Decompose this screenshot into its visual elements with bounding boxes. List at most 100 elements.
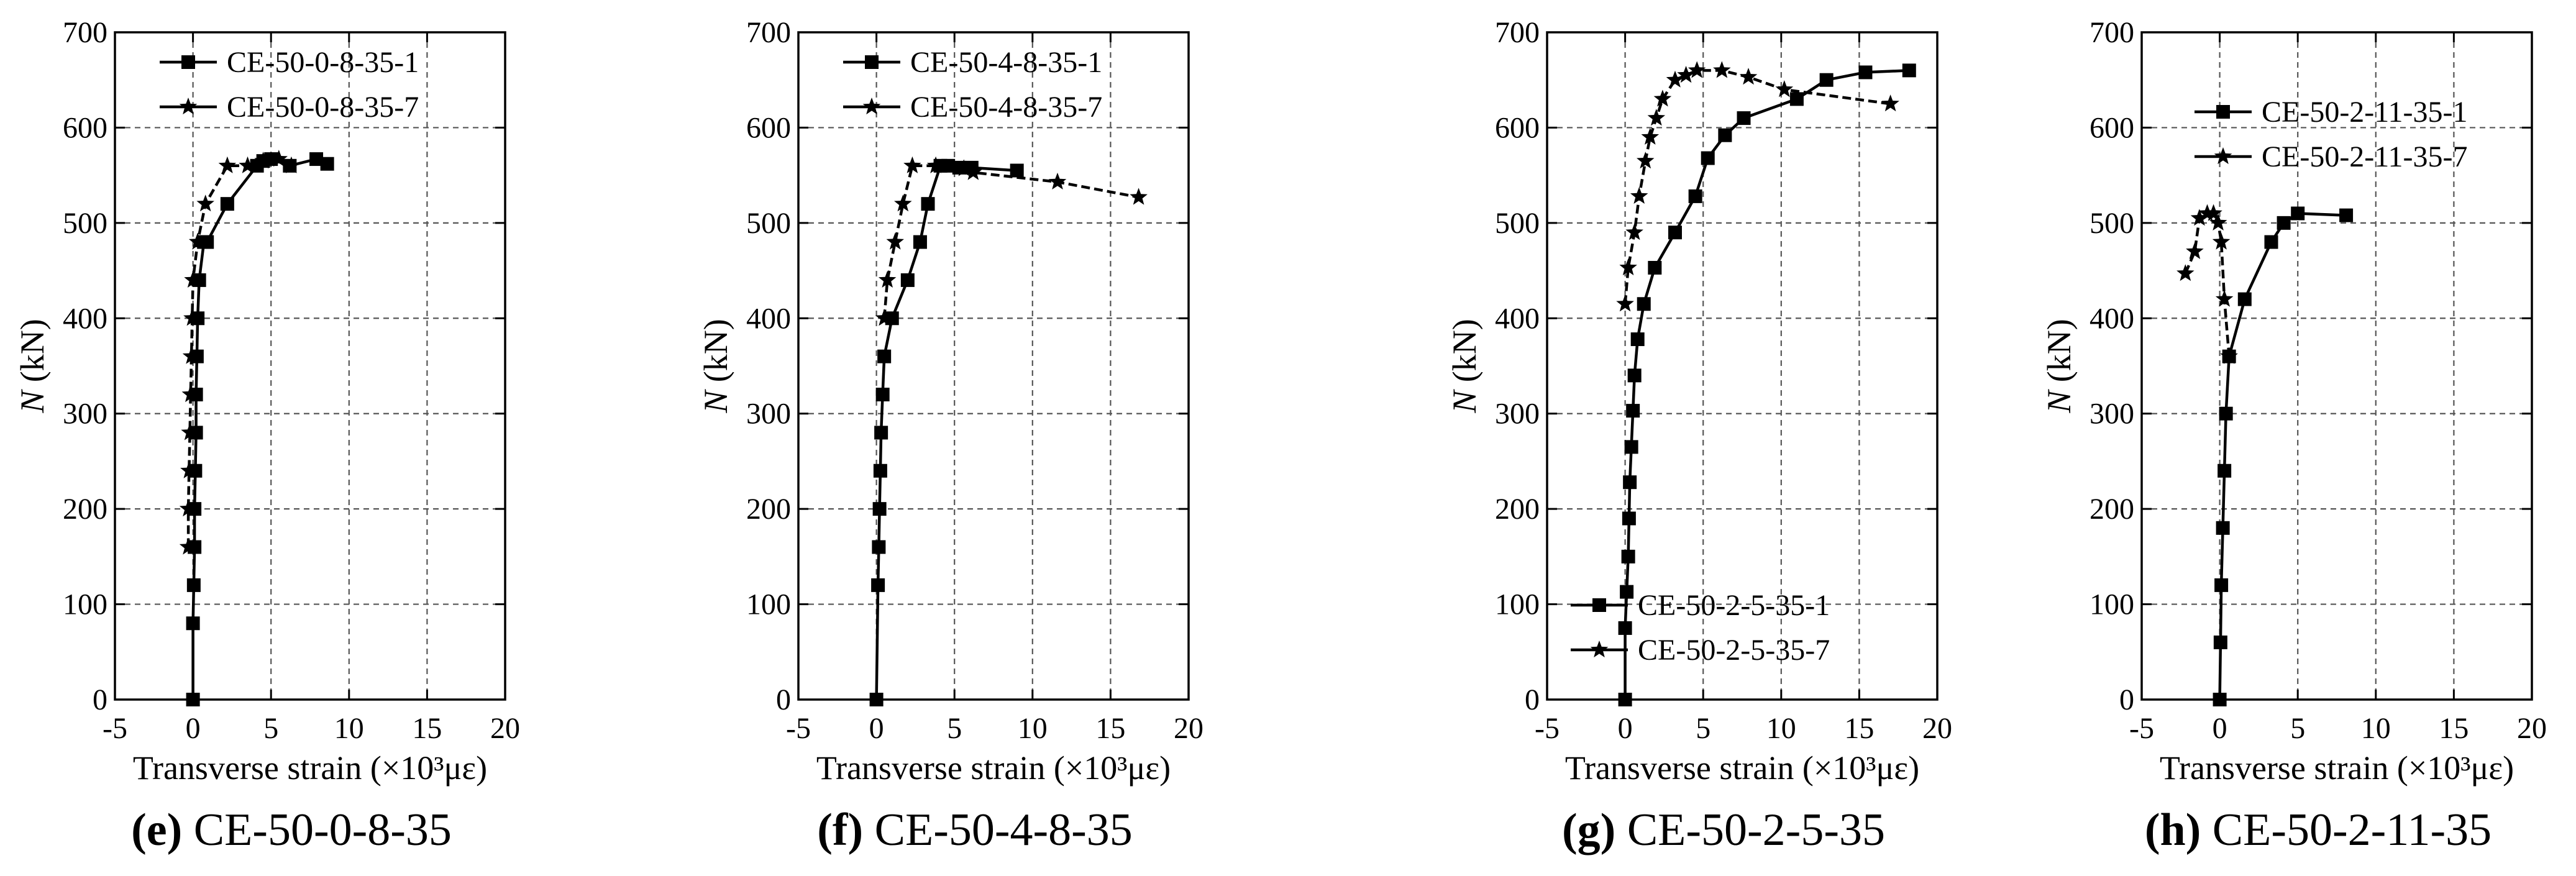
series-line-2 — [882, 164, 1140, 319]
y-tick-label: 500 — [63, 207, 107, 240]
data-point-star — [2209, 213, 2227, 230]
x-tick-label: 0 — [186, 712, 201, 745]
data-point-square — [2291, 206, 2305, 221]
x-tick-label: 15 — [2439, 712, 2469, 745]
data-point-star — [878, 270, 897, 288]
panel-letter: (g) — [1562, 805, 1615, 855]
y-tick-label: 700 — [2090, 16, 2134, 49]
x-tick-label: 10 — [1766, 712, 1796, 745]
x-tick-label: 20 — [1174, 712, 1204, 745]
y-tick-label: 600 — [1495, 111, 1540, 144]
x-tick-label: 5 — [263, 712, 278, 745]
legend-label: CE-50-4-8-35-1 — [910, 46, 1102, 79]
data-point-star — [182, 347, 201, 364]
chart-panel-1: -5 0 5 10 15 200100200300400500600700Transver… — [14, 16, 520, 855]
y-axis-unit: (kN) — [2040, 319, 2078, 390]
y-axis-label: N (kN) — [2040, 319, 2078, 414]
x-axis-label: Transverse strain (×10³με) — [816, 749, 1171, 787]
legend-label: CE-50-2-5-35-1 — [1638, 589, 1830, 622]
y-tick-label: 100 — [746, 588, 791, 621]
data-point-star — [2190, 209, 2209, 226]
data-point-square — [2219, 406, 2233, 421]
data-point-square — [2339, 208, 2354, 222]
data-point-square — [186, 693, 200, 706]
x-tick-label: 15 — [412, 712, 442, 745]
x-tick-label: -5 — [786, 712, 811, 745]
y-tick-label: 700 — [63, 16, 107, 49]
data-point-square — [186, 616, 200, 631]
data-point-square — [913, 235, 927, 249]
y-tick-label: 100 — [1495, 588, 1540, 621]
legend-marker-square — [181, 55, 195, 69]
data-point-star — [1130, 188, 1148, 205]
data-point-square — [1618, 621, 1632, 635]
panel-letter: (f) — [817, 805, 863, 855]
data-point-square — [1624, 440, 1638, 454]
data-point-star — [1739, 68, 1758, 85]
data-point-star — [1713, 61, 1731, 78]
data-point-square — [200, 235, 214, 249]
panel-caption: (h) CE-50-2-11-35 — [2145, 805, 2492, 855]
data-point-star — [894, 194, 912, 212]
x-tick-label: 15 — [1095, 712, 1125, 745]
data-point-square — [1620, 585, 1634, 599]
y-axis-label: N (kN) — [14, 319, 51, 414]
data-point-star — [181, 385, 200, 403]
y-tick-label: 700 — [746, 16, 791, 49]
y-tick-label: 0 — [1525, 683, 1540, 716]
data-point-star — [2176, 264, 2195, 281]
data-point-star — [181, 423, 199, 440]
legend-marker-star — [862, 98, 881, 115]
data-point-star — [1677, 66, 1695, 83]
data-point-square — [1623, 475, 1637, 490]
data-point-square — [1010, 163, 1024, 178]
data-point-square — [1902, 63, 1916, 78]
data-point-square — [2237, 292, 2252, 306]
x-tick-label: -5 — [1535, 712, 1560, 745]
legend-marker-star — [1590, 641, 1609, 658]
plot-frame — [114, 31, 506, 701]
data-point-square — [1858, 65, 1873, 80]
x-tick-label: 0 — [1618, 712, 1633, 745]
data-point-star — [926, 156, 945, 173]
data-point-square — [2277, 216, 2291, 230]
panel-letter: (e) — [131, 805, 182, 855]
x-tick-label: 15 — [1844, 712, 1874, 745]
x-tick-label: 10 — [2361, 712, 2391, 745]
data-point-square — [877, 349, 892, 363]
y-tick-label: 400 — [1495, 302, 1540, 335]
data-point-star — [1653, 89, 1672, 107]
y-axis-symbol: N — [697, 389, 734, 414]
panel-title: CE-50-0-8-35 — [182, 805, 452, 855]
legend-marker-square — [1592, 598, 1606, 612]
y-tick-label: 300 — [2090, 398, 2134, 431]
y-tick-label: 200 — [1495, 493, 1540, 526]
y-tick-label: 0 — [93, 683, 107, 716]
data-point-square — [871, 578, 885, 592]
y-axis-symbol: N — [2040, 389, 2078, 414]
data-point-square — [1789, 92, 1804, 106]
x-axis-label: Transverse strain (×10³με) — [1565, 749, 1919, 787]
x-tick-label: 0 — [869, 712, 884, 745]
data-point-square — [1668, 226, 1682, 240]
x-axis-label: Transverse strain (×10³με) — [133, 749, 487, 787]
y-axis-label: N (kN) — [697, 319, 734, 414]
y-axis-unit: (kN) — [1446, 319, 1483, 390]
data-point-star — [1625, 223, 1643, 240]
y-tick-label: 600 — [2090, 111, 2134, 144]
data-point-star — [875, 309, 893, 326]
panel-title: CE-50-2-11-35 — [2201, 805, 2492, 855]
data-point-star — [2212, 232, 2231, 250]
panel-caption: (e) CE-50-0-8-35 — [131, 805, 452, 855]
data-point-star — [1048, 172, 1067, 189]
y-tick-label: 0 — [2119, 683, 2134, 716]
data-point-square — [921, 197, 935, 211]
y-tick-label: 200 — [63, 493, 107, 526]
data-point-star — [886, 232, 904, 250]
data-point-star — [1641, 127, 1660, 145]
data-point-square — [1688, 189, 1702, 203]
y-tick-label: 400 — [63, 302, 107, 335]
data-point-square — [873, 463, 887, 478]
y-tick-label: 500 — [2090, 207, 2134, 240]
data-point-square — [1621, 549, 1635, 563]
